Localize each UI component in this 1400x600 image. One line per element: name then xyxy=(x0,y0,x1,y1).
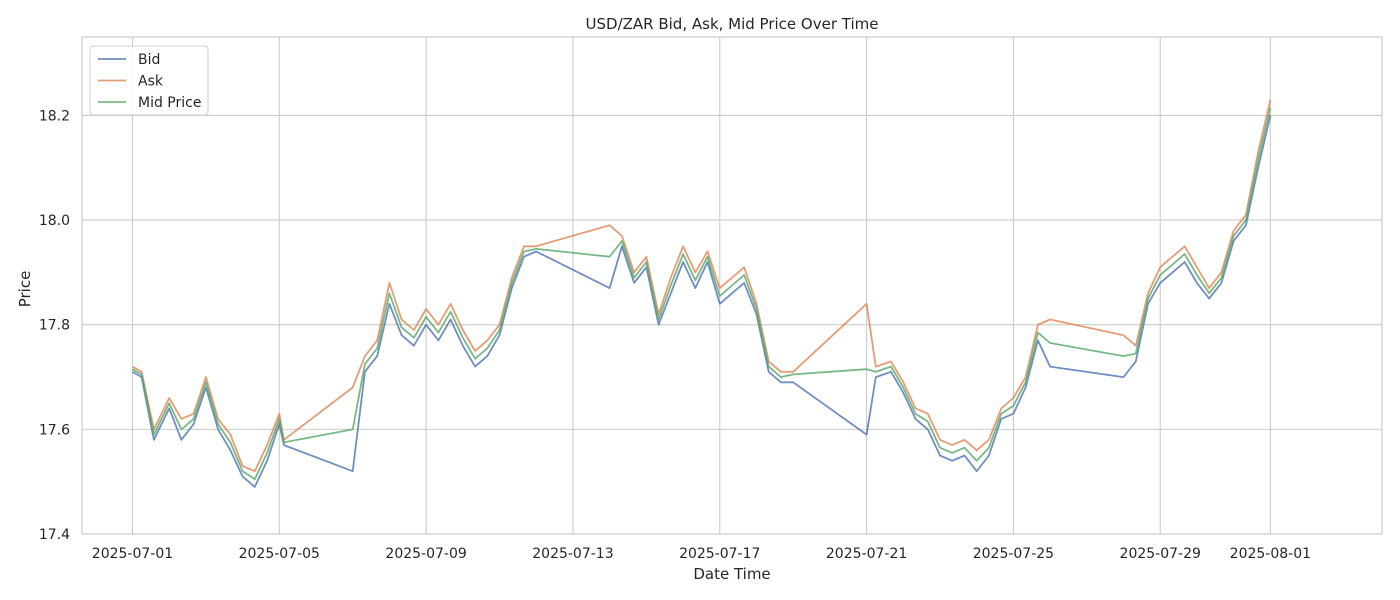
y-tick-label: 17.4 xyxy=(39,527,70,543)
x-axis-title: Date Time xyxy=(693,565,770,583)
x-tick-label: 2025-07-29 xyxy=(1120,546,1201,562)
plot-frame xyxy=(81,36,1383,535)
x-tick-label: 2025-07-17 xyxy=(679,546,760,562)
x-tick-labels: 2025-07-01 2025-07-05 2025-07-09 2025-07-13… xyxy=(92,546,1311,562)
x-tick-label: 2025-07-09 xyxy=(385,546,466,562)
y-tick-labels: 17.4 17.6 17.8 18.0 18.2 xyxy=(39,108,70,543)
chart-title: USD/ZAR Bid, Ask, Mid Price Over Time xyxy=(586,15,879,33)
x-tick-label: 2025-08-01 xyxy=(1230,546,1311,562)
legend-box xyxy=(89,45,209,116)
legend-label-mid-price: Mid Price xyxy=(138,95,201,111)
legend-label-bid: Bid xyxy=(138,52,160,68)
series-line-mid-price xyxy=(132,107,1272,481)
x-tick-label: 2025-07-05 xyxy=(239,546,320,562)
y-tick-label: 18.0 xyxy=(39,213,70,229)
legend-label-ask: Ask xyxy=(138,74,164,90)
y-tick-label: 18.2 xyxy=(39,108,70,124)
x-tick-label: 2025-07-25 xyxy=(973,546,1054,562)
series-lines xyxy=(132,99,1272,488)
y-axis-title: Price xyxy=(16,271,34,308)
x-tick-label: 2025-07-13 xyxy=(532,546,613,562)
x-tick-label: 2025-07-21 xyxy=(826,546,907,562)
y-tick-label: 17.6 xyxy=(39,422,70,438)
x-gridlines xyxy=(131,37,1271,534)
legend: Bid Ask Mid Price xyxy=(89,45,209,116)
x-tick-label: 2025-07-01 xyxy=(92,546,173,562)
y-tick-label: 17.8 xyxy=(39,318,70,334)
